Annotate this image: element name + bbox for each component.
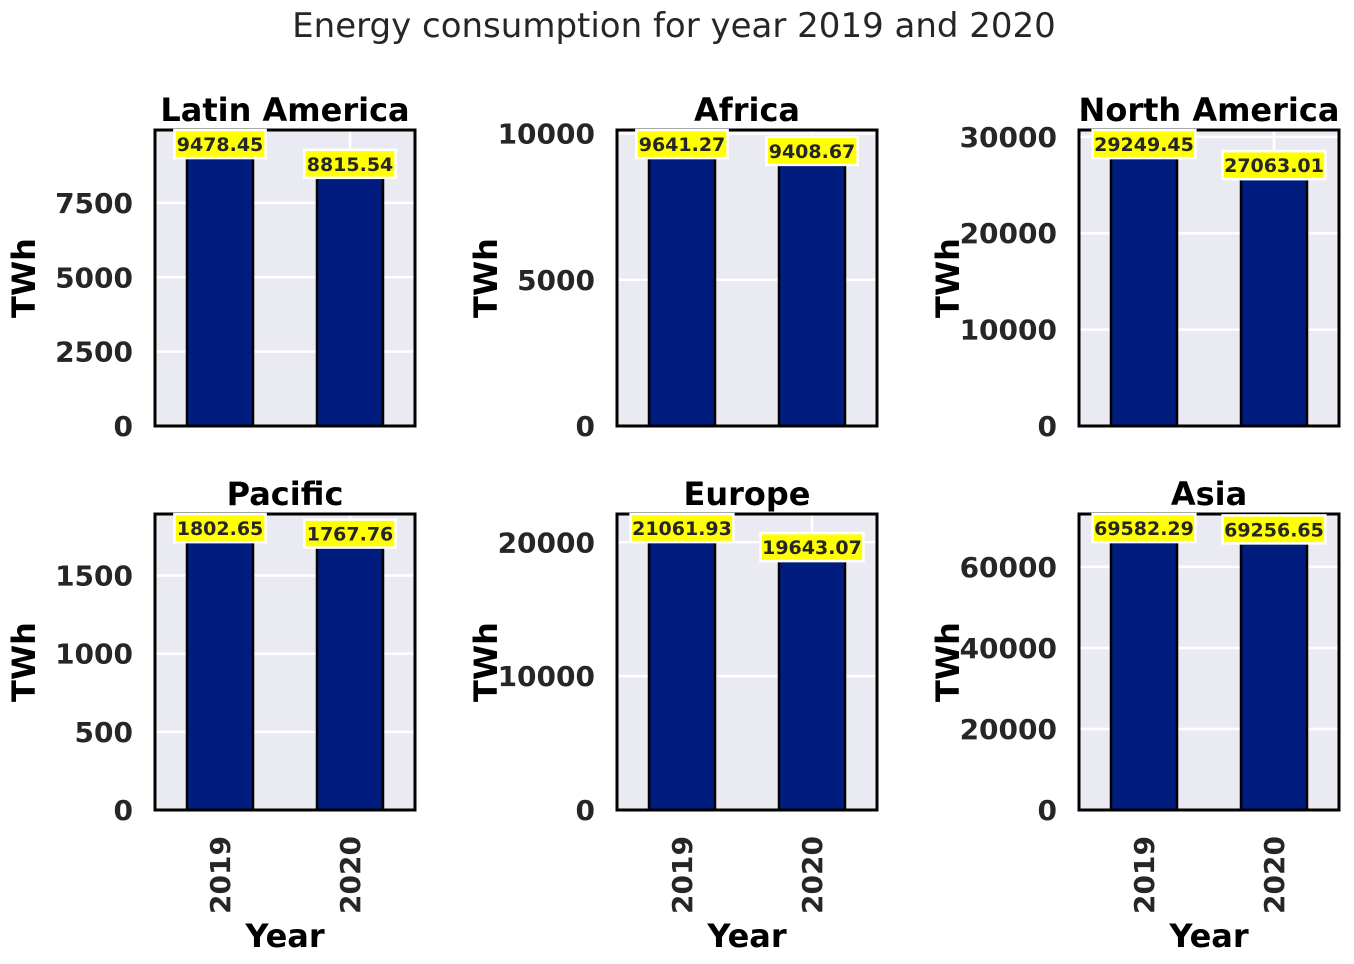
y-tick-label: 5000 [517, 264, 595, 297]
data-label: 8815.54 [307, 154, 394, 176]
subplot-title: Europe [683, 475, 810, 513]
plot-frame [615, 512, 879, 812]
bar [777, 545, 847, 812]
data-label: 19643.07 [762, 537, 862, 559]
y-tick-label: 500 [75, 716, 133, 749]
bar [315, 162, 385, 428]
data-label-box [635, 128, 729, 160]
y-tick-label: 0 [114, 794, 133, 827]
bar [777, 149, 847, 428]
y-axis-label: TWh [467, 622, 505, 702]
x-tick-label: 2020 [796, 836, 829, 914]
subplot-asia: 69582.29 69256.65 0 20000 40000 60000 Asia TWh 2… [929, 475, 1341, 955]
plot-frame [1077, 128, 1341, 428]
x-tick-label: 2019 [666, 836, 699, 914]
y-axis-label: TWh [929, 238, 967, 318]
y-axis-label: TWh [5, 238, 43, 318]
y-tick-label: 0 [576, 794, 595, 827]
subplot-title: Africa [694, 91, 800, 129]
y-tick-label: 1000 [55, 638, 133, 671]
x-tick-label: 2020 [1258, 836, 1291, 914]
subplot-north-america: 29249.45 27063.01 0 10000 20000 30000 North Am… [929, 91, 1341, 443]
x-axis-label: Year [706, 917, 787, 955]
y-axis-label: TWh [929, 622, 967, 702]
y-tick-label: 7500 [55, 187, 133, 220]
x-axis-label: Year [1168, 917, 1249, 955]
subplot-title: Pacific [227, 475, 344, 513]
y-tick-label: 5000 [55, 261, 133, 294]
y-tick-label: 0 [1038, 794, 1057, 827]
data-label-box [1221, 149, 1327, 181]
data-label-box [303, 518, 397, 549]
data-label: 21061.93 [632, 518, 732, 540]
plot-frame [615, 128, 879, 428]
y-tick-label: 1500 [55, 559, 133, 592]
y-tick-label: 30000 [960, 121, 1057, 154]
bar [1239, 163, 1309, 428]
y-tick-label: 20000 [960, 217, 1057, 250]
plot-frame [153, 512, 417, 812]
bar [1109, 526, 1179, 812]
plot-frame [153, 128, 417, 428]
y-tick-label: 2500 [55, 336, 133, 369]
plot-frame [1077, 512, 1341, 812]
y-tick-label: 40000 [960, 632, 1057, 665]
subplot-europe: 21061.93 19643.07 0 10000 20000 Europe TWh 2019… [467, 475, 879, 955]
bar [315, 532, 385, 812]
bar [185, 526, 255, 812]
x-axis-label: Year [244, 917, 325, 955]
y-axis-label: TWh [5, 622, 43, 702]
data-label-box [1091, 128, 1197, 160]
y-tick-label: 0 [114, 410, 133, 443]
data-label: 9408.67 [769, 141, 856, 163]
bar [185, 142, 255, 428]
data-label-box [759, 531, 865, 563]
data-label-box [173, 512, 267, 544]
data-label-box [629, 512, 735, 544]
y-tick-label: 60000 [960, 551, 1057, 584]
bar [1239, 528, 1309, 812]
data-label: 69582.29 [1094, 518, 1194, 540]
subplot-africa: 9641.27 9408.67 0 5000 10000 Africa TWh [467, 91, 879, 443]
data-label: 69256.65 [1224, 519, 1324, 541]
data-label-box [303, 148, 397, 180]
bar [647, 142, 717, 428]
subplot-title: North America [1079, 91, 1340, 129]
x-tick-label: 2019 [1128, 836, 1161, 914]
x-tick-label: 2019 [204, 836, 237, 914]
subplot-title: Asia [1171, 475, 1247, 513]
x-tick-label: 2020 [334, 836, 367, 914]
y-tick-label: 20000 [498, 526, 595, 559]
subplot-pacific: 1802.65 1767.76 0 500 1000 1500 Pacific TWh 2019… [5, 475, 417, 955]
y-tick-label: 10000 [960, 314, 1057, 347]
data-label: 29249.45 [1094, 134, 1194, 156]
y-axis-label: TWh [467, 238, 505, 318]
y-tick-label: 20000 [960, 713, 1057, 746]
bar [1109, 142, 1179, 428]
data-label: 9478.45 [177, 134, 264, 156]
data-label-box [1091, 512, 1197, 544]
figure-title: Energy consumption for year 2019 and 202… [292, 6, 1056, 46]
data-label-box [765, 135, 859, 167]
data-label-box [1221, 514, 1327, 545]
data-label: 1767.76 [307, 524, 394, 546]
y-tick-label: 10000 [498, 118, 595, 151]
data-label: 1802.65 [177, 518, 264, 540]
data-label-box [173, 128, 267, 160]
data-label: 27063.01 [1224, 155, 1324, 177]
y-tick-label: 10000 [498, 660, 595, 693]
y-tick-label: 0 [576, 410, 595, 443]
data-label: 9641.27 [639, 134, 726, 156]
bar [647, 526, 717, 812]
subplot-latin-america: 9478.45 8815.54 0 2500 5000 7500 Latin America… [5, 91, 417, 443]
y-tick-label: 0 [1038, 410, 1057, 443]
subplot-title: Latin America [160, 91, 409, 129]
